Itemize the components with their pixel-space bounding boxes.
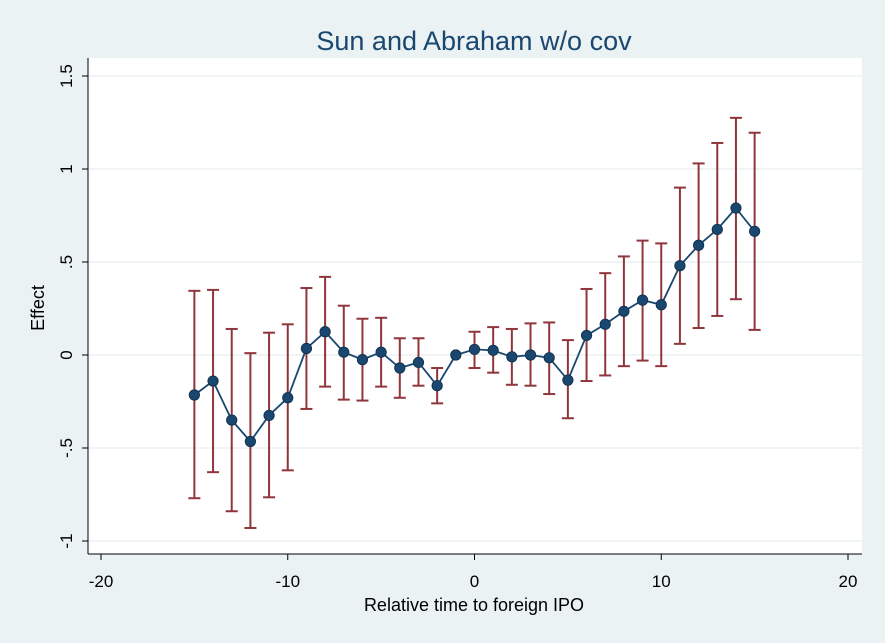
data-point-17 xyxy=(506,351,518,363)
data-point-30 xyxy=(749,225,761,237)
data-point-29 xyxy=(730,202,742,214)
data-point-4 xyxy=(263,409,275,422)
y-axis-title: Effect xyxy=(28,285,48,331)
data-point-28 xyxy=(711,223,723,236)
x-tick-label-0: -20 xyxy=(89,572,114,591)
data-point-21 xyxy=(580,329,593,342)
data-point-27 xyxy=(692,239,705,251)
x-tick-label-2: 0 xyxy=(470,572,479,591)
y-tick-label-1: -.5 xyxy=(57,438,76,458)
data-point-26 xyxy=(674,260,686,272)
x-tick-label-1: -10 xyxy=(275,572,300,591)
data-point-3 xyxy=(244,435,256,448)
x-tick-label-4: 20 xyxy=(839,572,858,591)
y-tick-label-2: 0 xyxy=(57,350,76,359)
data-point-9 xyxy=(356,354,369,366)
data-point-10 xyxy=(375,346,387,358)
data-point-23 xyxy=(618,305,630,317)
data-point-13 xyxy=(431,380,443,392)
data-point-25 xyxy=(655,299,667,311)
data-point-14 xyxy=(450,349,462,361)
data-point-6 xyxy=(300,342,313,355)
plot-area xyxy=(88,58,862,554)
data-point-0 xyxy=(188,389,200,401)
data-point-5 xyxy=(282,392,294,404)
axes: -1 -.5 0 .5 1 1.5 -20 -10 0 10 20 xyxy=(57,58,862,591)
y-tick-label-3: .5 xyxy=(57,255,76,269)
data-point-24 xyxy=(636,294,649,306)
data-point-7 xyxy=(319,326,331,338)
data-point-15 xyxy=(468,343,481,356)
data-point-12 xyxy=(412,356,425,369)
data-point-1 xyxy=(207,375,219,387)
data-point-8 xyxy=(338,346,350,358)
data-point-19 xyxy=(543,352,555,364)
data-points xyxy=(188,202,761,448)
data-point-22 xyxy=(599,318,611,330)
chart-title: Sun and Abraham w/o cov xyxy=(316,26,632,56)
data-point-16 xyxy=(487,344,499,356)
data-point-18 xyxy=(524,349,537,361)
data-point-2 xyxy=(226,414,238,426)
data-point-20 xyxy=(562,374,574,386)
x-axis-title: Relative time to foreign IPO xyxy=(364,595,584,615)
y-tick-label-0: -1 xyxy=(57,533,76,548)
data-point-11 xyxy=(394,362,406,374)
y-tick-label-5: 1.5 xyxy=(57,64,76,88)
x-tick-label-3: 10 xyxy=(652,572,671,591)
y-tick-label-4: 1 xyxy=(57,164,76,173)
